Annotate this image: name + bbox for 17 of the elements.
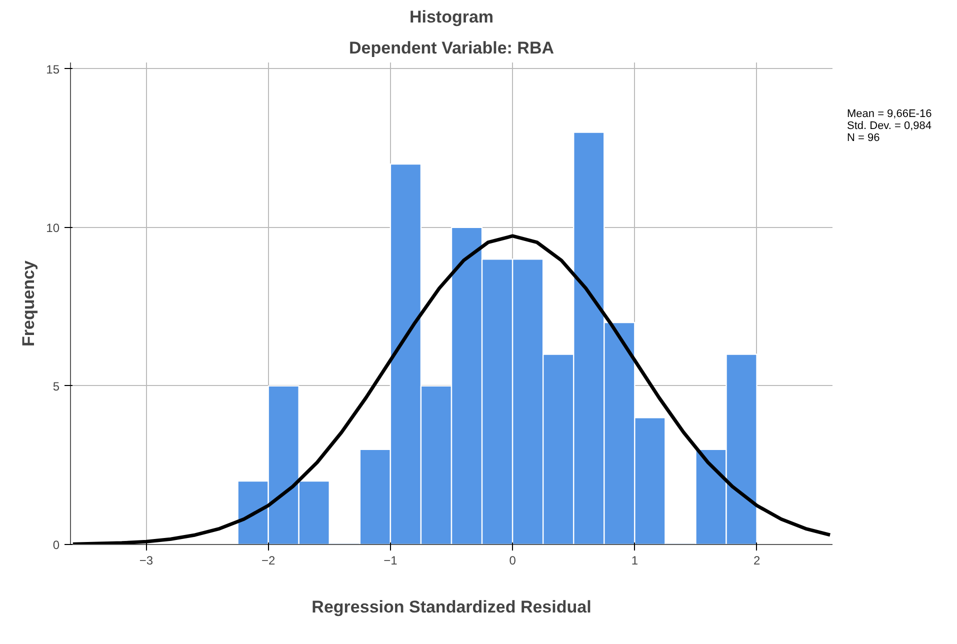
chart-subtitle: Dependent Variable: RBA bbox=[349, 38, 554, 58]
text: Std. Dev. = 0,984 bbox=[847, 120, 932, 132]
x-tick-label: 1 bbox=[631, 554, 638, 568]
y-tick-label: 5 bbox=[52, 379, 60, 394]
x-tick-label: −3 bbox=[139, 554, 154, 568]
y-tick-label: 10 bbox=[46, 220, 60, 235]
y-tick-label: 15 bbox=[46, 62, 60, 76]
text: Mean = 9,66E-16 bbox=[847, 108, 932, 120]
chart-title: Histogram bbox=[409, 8, 494, 26]
x-axis-title: Regression Standardized Residual bbox=[312, 598, 592, 616]
x-tick-label: 0 bbox=[509, 554, 516, 568]
y-tick-label: 0 bbox=[52, 538, 60, 552]
x-tick-label: −2 bbox=[261, 554, 276, 568]
x-tick-label: 2 bbox=[753, 554, 760, 568]
y-axis-title: Frequency bbox=[19, 260, 38, 346]
text: N = 96 bbox=[847, 132, 880, 144]
x-tick-label: −1 bbox=[384, 554, 398, 568]
